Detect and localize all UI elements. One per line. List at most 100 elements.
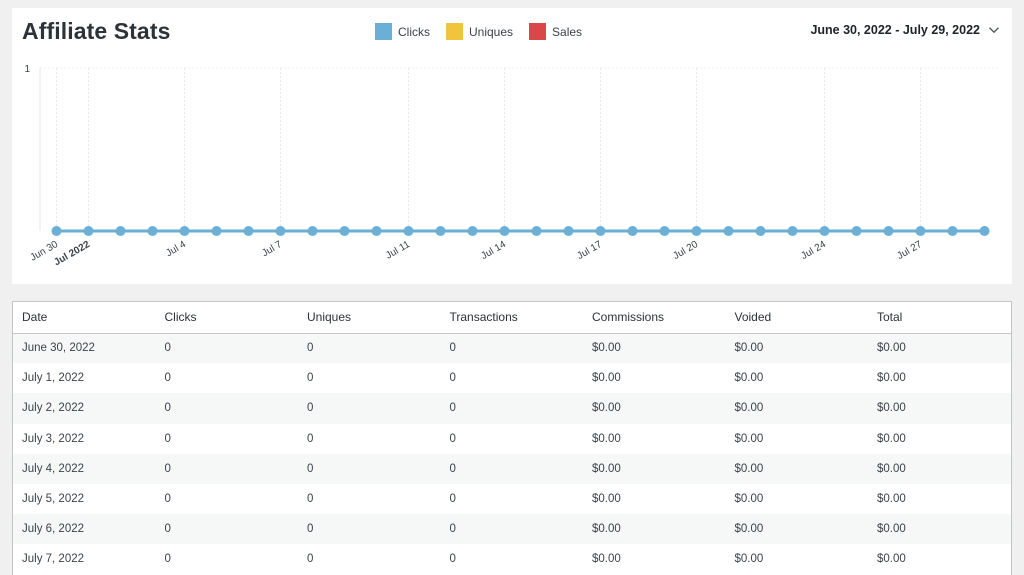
table-cell-uniques: 0 bbox=[298, 363, 441, 394]
data-point bbox=[51, 226, 62, 236]
data-point bbox=[307, 226, 318, 236]
table-cell-transactions: 0 bbox=[440, 483, 583, 515]
table-cell-uniques: 0 bbox=[298, 423, 441, 454]
column-header-clicks: Clicks bbox=[155, 302, 298, 334]
table-cell-total: $0.00 bbox=[868, 363, 1011, 394]
table-row: July 3, 2022 0 0 0 $0.00 $0.00 $0.00 bbox=[13, 423, 1011, 454]
data-point bbox=[979, 226, 990, 236]
table-cell-uniques: 0 bbox=[298, 393, 441, 424]
table-cell-total: $0.00 bbox=[868, 544, 1011, 575]
column-header-transactions: Transactions bbox=[440, 302, 583, 334]
table-cell-commissions: $0.00 bbox=[583, 544, 726, 575]
table-row: July 5, 2022 0 0 0 $0.00 $0.00 $0.00 bbox=[13, 483, 1011, 515]
table-cell-uniques: 0 bbox=[298, 544, 441, 575]
data-point bbox=[787, 226, 798, 236]
table-cell-date: July 7, 2022 bbox=[13, 544, 156, 575]
table-cell-clicks: 0 bbox=[155, 544, 298, 575]
table-cell-uniques: 0 bbox=[298, 333, 441, 364]
legend-item-clicks[interactable]: Clicks bbox=[375, 23, 430, 40]
data-point bbox=[883, 226, 894, 236]
table-cell-commissions: $0.00 bbox=[583, 423, 726, 454]
table-cell-uniques: 0 bbox=[298, 514, 441, 545]
table-cell-date: July 4, 2022 bbox=[13, 453, 156, 484]
data-point bbox=[371, 226, 382, 236]
x-tick-label: Jul 4 bbox=[164, 239, 188, 259]
legend-label-clicks: Clicks bbox=[398, 24, 430, 39]
stats-table-container: Date Clicks Uniques Transactions Commissions… bbox=[12, 301, 1012, 575]
table-cell-total: $0.00 bbox=[868, 393, 1011, 424]
data-point bbox=[947, 226, 958, 236]
x-tick-label: Jul 11 bbox=[384, 239, 412, 262]
table-cell-total: $0.00 bbox=[868, 453, 1011, 484]
table-cell-voided: $0.00 bbox=[725, 393, 868, 424]
table-row: June 30, 2022 0 0 0 $0.00 $0.00 $0.00 bbox=[13, 333, 1011, 364]
table-cell-voided: $0.00 bbox=[725, 423, 868, 454]
date-range-label: June 30, 2022 - July 29, 2022 bbox=[810, 23, 980, 37]
date-range-picker[interactable]: June 30, 2022 - July 29, 2022 bbox=[810, 23, 1000, 37]
table-cell-transactions: 0 bbox=[440, 453, 583, 484]
x-tick-label: Jul 27 bbox=[895, 239, 924, 262]
table-cell-date: July 5, 2022 bbox=[13, 483, 156, 515]
table-row: July 2, 2022 0 0 0 $0.00 $0.00 $0.00 bbox=[13, 393, 1011, 424]
table-cell-commissions: $0.00 bbox=[583, 333, 726, 364]
legend-item-uniques[interactable]: Uniques bbox=[446, 23, 513, 40]
table-header-row: Date Clicks Uniques Transactions Commissions… bbox=[13, 302, 1011, 334]
table-row: July 1, 2022 0 0 0 $0.00 $0.00 $0.00 bbox=[13, 363, 1011, 394]
x-tick-label: Jul 20 bbox=[671, 239, 700, 262]
table-cell-clicks: 0 bbox=[155, 453, 298, 484]
table-cell-transactions: 0 bbox=[440, 393, 583, 424]
table-cell-voided: $0.00 bbox=[725, 453, 868, 484]
data-point bbox=[499, 226, 510, 236]
table-body: June 30, 2022 0 0 0 $0.00 $0.00 $0.00 July 1, 2… bbox=[13, 333, 1011, 575]
data-point bbox=[531, 226, 542, 236]
table-cell-date: June 30, 2022 bbox=[13, 333, 156, 364]
table-cell-voided: $0.00 bbox=[725, 544, 868, 575]
y-tick-label: 1 bbox=[24, 64, 30, 75]
data-point bbox=[659, 226, 670, 236]
data-point bbox=[467, 226, 478, 236]
data-point bbox=[339, 226, 350, 236]
table-cell-date: July 1, 2022 bbox=[13, 363, 156, 394]
legend-label-sales: Sales bbox=[552, 24, 583, 39]
legend-item-sales[interactable]: Sales bbox=[529, 23, 582, 40]
table-cell-commissions: $0.00 bbox=[583, 514, 726, 545]
table-cell-commissions: $0.00 bbox=[583, 393, 726, 424]
column-header-uniques: Uniques bbox=[298, 302, 441, 334]
x-tick-label: Jul 17 bbox=[575, 239, 604, 262]
chevron-down-icon bbox=[989, 27, 999, 34]
data-point bbox=[147, 226, 158, 236]
table-cell-clicks: 0 bbox=[155, 363, 298, 394]
table-cell-voided: $0.00 bbox=[725, 514, 868, 545]
table-cell-total: $0.00 bbox=[868, 423, 1011, 454]
column-header-voided: Voided bbox=[725, 302, 868, 334]
table-cell-transactions: 0 bbox=[440, 333, 583, 364]
table-cell-voided: $0.00 bbox=[725, 363, 868, 394]
data-point bbox=[243, 226, 254, 236]
data-point bbox=[755, 226, 766, 236]
table-row: July 7, 2022 0 0 0 $0.00 $0.00 $0.00 bbox=[13, 544, 1011, 575]
chart-legend: Clicks Uniques Sales bbox=[375, 23, 598, 40]
table-cell-date: July 6, 2022 bbox=[13, 514, 156, 545]
data-point bbox=[595, 226, 606, 236]
data-point bbox=[851, 226, 862, 236]
table-cell-commissions: $0.00 bbox=[583, 453, 726, 484]
table-cell-clicks: 0 bbox=[155, 514, 298, 545]
column-header-date: Date bbox=[13, 302, 156, 334]
data-point bbox=[691, 226, 702, 236]
table-cell-date: July 3, 2022 bbox=[13, 423, 156, 454]
data-point bbox=[627, 226, 638, 236]
table-row: July 6, 2022 0 0 0 $0.00 $0.00 $0.00 bbox=[13, 514, 1011, 545]
table-cell-total: $0.00 bbox=[868, 514, 1011, 545]
table-cell-clicks: 0 bbox=[155, 393, 298, 424]
stats-table: Date Clicks Uniques Transactions Commissions… bbox=[13, 302, 1011, 575]
data-point bbox=[275, 226, 286, 236]
data-point bbox=[403, 226, 414, 236]
page-title: Affiliate Stats bbox=[22, 18, 171, 44]
data-point bbox=[83, 226, 94, 236]
data-point bbox=[915, 226, 926, 236]
data-point bbox=[723, 226, 734, 236]
data-point bbox=[819, 226, 830, 236]
table-cell-commissions: $0.00 bbox=[583, 483, 726, 515]
x-tick-label: Jul 14 bbox=[479, 239, 508, 262]
